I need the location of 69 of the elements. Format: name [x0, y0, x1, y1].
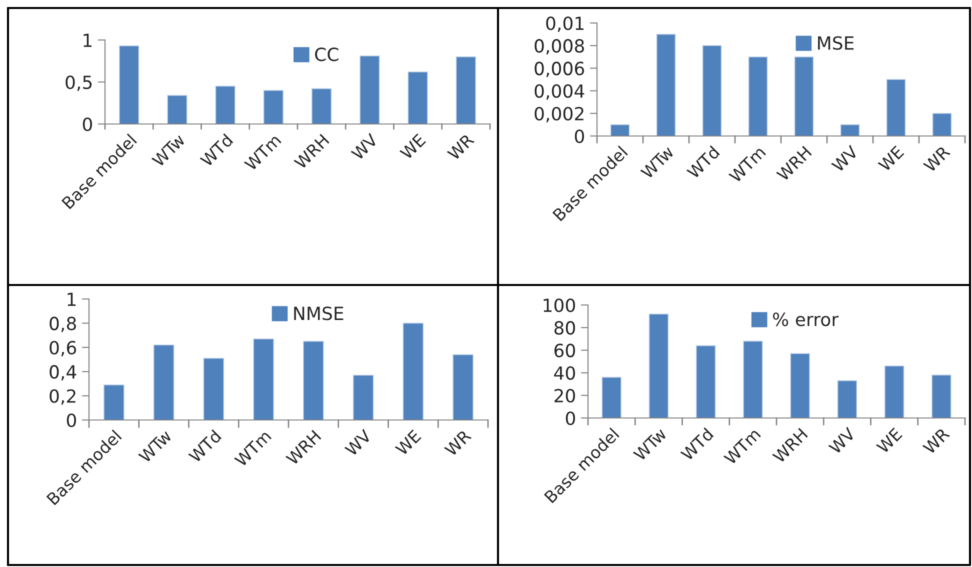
y-tick-label: 20: [554, 388, 575, 403]
y-tick-label: 40: [554, 366, 575, 380]
y-tick-label: 100: [544, 298, 575, 312]
bar: [696, 345, 716, 418]
x-tick-label: WR: [922, 427, 950, 455]
x-tick-label: WE: [878, 145, 904, 172]
bar: [215, 86, 236, 124]
bar: [352, 374, 374, 420]
legend-label: % error: [772, 312, 839, 326]
bar: [884, 366, 904, 418]
x-tick-label: WR: [444, 429, 472, 457]
bar: [408, 72, 428, 124]
bar: [932, 112, 952, 136]
bar: [602, 376, 622, 418]
bar: [702, 45, 722, 136]
y-tick-label: 0,5: [66, 75, 92, 91]
x-tick-label: WE: [399, 133, 426, 160]
y-tick-label: 60: [554, 344, 575, 358]
bar: [837, 380, 858, 418]
bar: [167, 95, 188, 124]
x-tick-label: WE: [876, 427, 903, 454]
bar: [748, 56, 768, 136]
y-tick-label: 0: [566, 411, 575, 426]
y-tick-label: 0,2: [50, 389, 76, 405]
y-tick-label: 0,002: [534, 106, 584, 122]
x-tick-label: WR: [446, 133, 475, 161]
bar: [656, 34, 676, 136]
y-tick-label: 0,01: [546, 16, 584, 32]
bar: [648, 314, 669, 418]
bar: [402, 322, 424, 420]
y-tick-label: 0: [66, 413, 76, 428]
y-tick-label: 0,4: [50, 365, 76, 381]
bar: [263, 90, 284, 124]
bar: [840, 124, 860, 136]
bar: [360, 56, 380, 124]
x-tick-label: WV: [344, 428, 372, 457]
y-tick-label: 0,008: [534, 39, 584, 55]
bar: [203, 358, 224, 420]
bar: [743, 340, 763, 418]
bar: [794, 56, 814, 136]
x-tick-label: WV: [831, 144, 859, 173]
bar: [456, 56, 476, 124]
bar: [312, 88, 332, 124]
legend-label: CC: [315, 48, 338, 62]
bar: [886, 79, 906, 136]
bar: [932, 374, 952, 418]
y-tick-label: 0,006: [534, 62, 584, 78]
y-tick-label: 0,004: [534, 84, 584, 100]
bar: [153, 344, 174, 420]
x-tick-label: WR: [922, 145, 951, 173]
y-tick-label: 0: [82, 117, 92, 132]
y-tick-label: 0,8: [50, 316, 76, 332]
legend-label: NMSE: [294, 306, 344, 320]
y-tick-label: 1: [84, 34, 92, 47]
y-tick-label: 80: [554, 321, 575, 335]
bar: [610, 124, 630, 136]
y-tick-label: 0,6: [50, 340, 76, 356]
bar: [303, 340, 324, 420]
y-tick-label: 1: [68, 292, 76, 306]
bar: [790, 353, 810, 418]
x-tick-label: WV: [350, 132, 379, 161]
bar: [104, 384, 124, 420]
x-tick-label: WE: [394, 429, 422, 456]
bar: [253, 338, 274, 420]
legend-label: MSE: [818, 36, 854, 50]
bar: [119, 45, 140, 124]
y-tick-label: 0: [574, 129, 584, 144]
bar: [452, 354, 474, 420]
x-tick-label: WV: [828, 426, 856, 455]
